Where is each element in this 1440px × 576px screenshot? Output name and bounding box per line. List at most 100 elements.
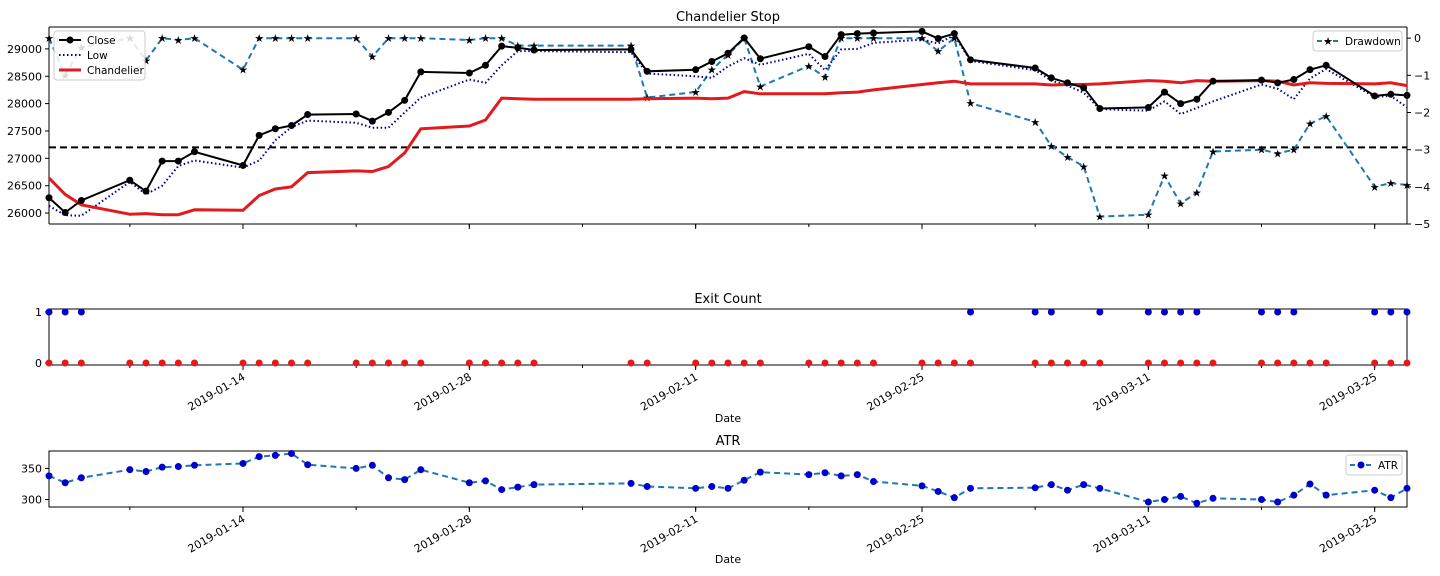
exit-count-title: Exit Count (694, 292, 761, 307)
y-tick-label: 29000 (7, 43, 42, 56)
low-line (48, 33, 1408, 217)
atr-frame (48, 450, 1408, 508)
atr-point (853, 471, 861, 479)
atr-point (514, 483, 522, 491)
exit-point-0 (805, 359, 813, 367)
close-point (1080, 84, 1088, 92)
atr-point (1144, 498, 1152, 506)
atr-point (1177, 492, 1185, 500)
y-tick-label: 26000 (7, 207, 42, 220)
exit-count-x-axis: 2019-01-14 2019-01-28 2019-02-11 2019-02-25… (129, 365, 1379, 414)
exit-point-1 (1258, 308, 1265, 316)
drawdown-point: ★ (157, 32, 167, 45)
close-point (1258, 76, 1265, 84)
drawdown-legend: ★ Drawdown (1312, 30, 1403, 52)
legend-close-marker (66, 36, 74, 44)
y-tick-label: 27000 (7, 152, 42, 165)
exit-point-1 (1161, 308, 1168, 316)
close-point (401, 96, 409, 104)
close-point (708, 57, 716, 65)
drawdown-point: ★ (1143, 209, 1153, 222)
close-point (465, 69, 473, 77)
close-point (870, 29, 877, 37)
close-point (1209, 77, 1217, 85)
atr-point (255, 453, 263, 461)
exit-point-0 (368, 359, 376, 367)
exit-point-0 (821, 359, 829, 367)
close-point (514, 44, 522, 52)
atr-point (627, 479, 635, 487)
atr-point (918, 482, 926, 490)
atr-point (821, 469, 829, 477)
exit-point-1 (1371, 308, 1379, 316)
y-tick-label: 300 (21, 494, 42, 507)
atr-legend-box (1345, 454, 1403, 476)
atr-series (45, 449, 1411, 507)
close-point (77, 196, 85, 204)
atr-point (401, 476, 409, 484)
exit-point-0 (385, 359, 392, 367)
atr-point (837, 472, 845, 480)
exit-point-1 (1031, 308, 1039, 316)
atr-legend: ATR (1345, 454, 1403, 476)
atr-point (288, 449, 295, 457)
drawdown-point: ★ (707, 64, 717, 77)
drawdown-point: ★ (755, 80, 765, 93)
exit-point-1 (1177, 308, 1185, 316)
atr-xlabel: Date (715, 553, 742, 566)
close-point (756, 55, 764, 63)
exit-point-1 (967, 308, 974, 316)
atr-point (805, 471, 813, 479)
atr-point (740, 476, 748, 484)
close-point (498, 42, 506, 50)
drawdown-point: ★ (933, 45, 943, 58)
drawdown-point: ★ (238, 64, 248, 77)
drawdown-point: ★ (869, 32, 879, 45)
close-point (417, 68, 425, 76)
close-point (805, 43, 813, 51)
y2-tick-label: −5 (1414, 218, 1430, 231)
atr-point (304, 461, 312, 469)
atr-point (950, 494, 958, 502)
drawdown-point: ★ (173, 34, 183, 47)
close-point (1161, 88, 1168, 96)
atr-point (1047, 481, 1055, 489)
close-point (142, 187, 150, 195)
drawdown-point: ★ (1402, 179, 1412, 192)
atr-point (77, 474, 85, 482)
drawdown-point: ★ (44, 32, 54, 45)
exit-point-0 (1274, 359, 1282, 367)
close-point (158, 157, 166, 165)
exit-point-0 (1096, 359, 1104, 367)
drawdown-point: ★ (1079, 160, 1089, 173)
drawdown-point: ★ (1208, 146, 1218, 159)
close-point (304, 111, 312, 119)
exit-point-0 (1403, 359, 1411, 367)
chandelier-title: Chandelier Stop (676, 10, 780, 25)
legend-atr-label: ATR (1378, 460, 1398, 472)
drawdown-point: ★ (1046, 140, 1056, 153)
atr-point (352, 464, 360, 472)
exit-point-0 (692, 359, 700, 367)
exit-point-0 (1306, 359, 1314, 367)
x-tick-label: 2019-01-14 (186, 370, 248, 413)
drawdown-point: ★ (384, 32, 394, 45)
close-point (1290, 76, 1298, 84)
close-point (853, 30, 861, 38)
atr-point (239, 459, 247, 467)
close-point (1403, 91, 1411, 99)
exit-point-1 (1290, 308, 1298, 316)
close-point (1371, 92, 1379, 100)
close-point (288, 122, 295, 129)
exit-point-0 (1371, 359, 1379, 367)
atr-line (48, 452, 1408, 505)
y-tick-label: 28500 (7, 70, 42, 83)
chandelier-panel: Chandelier Stop 26000 26500 27000 27500 2800… (7, 10, 1430, 231)
legend-low-label: Low (87, 50, 108, 62)
close-point (1177, 100, 1185, 108)
y2-tick-label: −4 (1414, 181, 1430, 194)
close-point (1274, 79, 1282, 87)
drawdown-point: ★ (1030, 116, 1040, 129)
close-point (740, 34, 748, 42)
